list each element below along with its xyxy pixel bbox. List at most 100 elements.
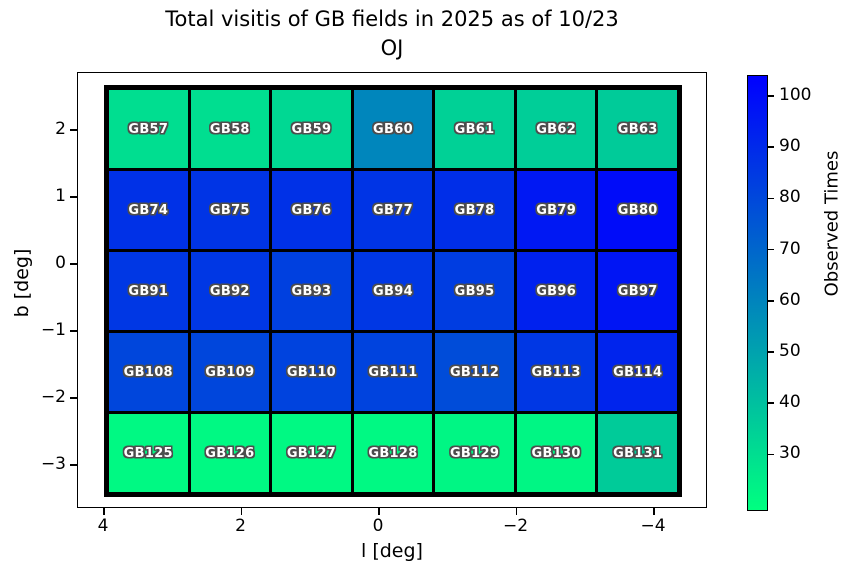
heatmap-cell-gb127: GB127: [272, 414, 351, 492]
heatmap-cell-gb97: GB97: [598, 252, 677, 330]
colorbar-tick-label: 90: [779, 136, 801, 157]
y-tick-mark: [70, 464, 77, 466]
heatmap-cell-label: GB108: [123, 364, 173, 380]
heatmap-cell-gb80: GB80: [598, 171, 677, 249]
colorbar-tick-mark: [768, 351, 774, 353]
x-tick-mark: [515, 508, 518, 515]
y-tick-label: −2: [40, 387, 66, 407]
colorbar-tick-mark: [768, 248, 774, 251]
heatmap-cell-label: GB92: [209, 283, 250, 299]
heatmap-cell-gb78: GB78: [435, 171, 514, 249]
heatmap-cell-gb92: GB92: [190, 252, 270, 330]
heatmap-cell-label: GB59: [291, 121, 332, 137]
colorbar-tick-label: 40: [779, 392, 801, 413]
heatmap-cell-label: GB114: [613, 364, 663, 380]
x-tick-label: 4: [97, 516, 109, 536]
x-tick-label: 2: [235, 516, 246, 536]
colorbar-tick-label: 100: [779, 85, 812, 105]
heatmap-cell-gb113: GB113: [516, 333, 596, 411]
y-tick-mark: [70, 196, 77, 198]
heatmap-cell-label: GB77: [373, 202, 413, 218]
colorbar-tick-mark: [768, 197, 774, 200]
heatmap-cell-gb77: GB77: [353, 171, 433, 249]
x-tick-label: −2: [502, 516, 529, 536]
heatmap-cell-label: GB79: [536, 202, 577, 218]
heatmap-cell-gb108: GB108: [109, 333, 188, 411]
heatmap-cell-gb59: GB59: [272, 90, 351, 168]
heatmap-cell-label: GB63: [617, 121, 658, 137]
y-tick-mark: [70, 129, 77, 131]
heatmap-cell-label: GB57: [128, 121, 169, 137]
heatmap-cell-label: GB125: [123, 445, 173, 461]
heatmap-cell-gb131: GB131: [598, 414, 677, 492]
heatmap-cell-gb63: GB63: [598, 90, 677, 168]
colorbar-tick-mark: [768, 146, 774, 148]
y-axis-label: b [deg]: [11, 248, 33, 318]
x-axis-label: l [deg]: [361, 540, 423, 562]
x-tick-label: 0: [372, 516, 384, 536]
heatmap-cell-label: GB94: [373, 283, 413, 299]
heatmap-cell-label: GB126: [205, 445, 255, 461]
heatmap-grid: GB57 GB58 GB59 GB60 GB61 GB62 GB63 GB74 GB75 GB76…: [104, 85, 682, 497]
x-tick-mark: [240, 508, 243, 515]
heatmap-cell-gb95: GB95: [435, 252, 514, 330]
heatmap-cell-gb57: GB57: [109, 90, 188, 168]
colorbar-tick-mark: [768, 453, 774, 456]
y-tick-mark: [70, 263, 77, 265]
heatmap-cell-gb60: GB60: [353, 90, 433, 168]
x-tick-mark: [103, 508, 105, 515]
heatmap-cell-label: GB74: [128, 202, 169, 218]
y-tick-label: 0: [55, 253, 66, 273]
heatmap-cell-gb109: GB109: [190, 333, 270, 411]
colorbar-tick-label: 50: [779, 341, 801, 361]
y-tick-label: −1: [40, 320, 66, 340]
heatmap-cell-label: GB128: [368, 445, 418, 461]
heatmap-cell-gb79: GB79: [516, 171, 596, 249]
colorbar-tick-label: 60: [779, 289, 801, 310]
colorbar-tick-label: 70: [779, 238, 801, 259]
heatmap-cell-label: GB76: [291, 202, 332, 218]
heatmap-cell-label: GB95: [454, 283, 495, 299]
y-tick-label: 2: [55, 119, 66, 139]
heatmap-cell-label: GB131: [613, 445, 663, 461]
heatmap-cell-gb93: GB93: [272, 252, 351, 330]
heatmap-cell-gb96: GB96: [516, 252, 596, 330]
chart-subtitle: OJ: [380, 36, 404, 60]
colorbar-tick-mark: [768, 95, 774, 97]
chart-title: Total visitis of GB fields in 2025 as of…: [165, 7, 619, 31]
heatmap-cell-gb62: GB62: [516, 90, 596, 168]
heatmap-cell-gb91: GB91: [109, 252, 188, 330]
y-tick-mark: [70, 330, 77, 332]
heatmap-cell-gb125: GB125: [109, 414, 188, 492]
heatmap-cell-label: GB129: [449, 445, 500, 461]
colorbar-tick-label: 30: [779, 443, 801, 464]
heatmap-cell-label: GB113: [531, 364, 581, 380]
heatmap-cell-gb75: GB75: [190, 171, 270, 249]
colorbar: [747, 75, 768, 511]
heatmap-cell-gb61: GB61: [435, 90, 514, 168]
heatmap-cell-label: GB91: [128, 283, 169, 299]
heatmap-cell-label: GB80: [617, 202, 658, 218]
heatmap-cell-label: GB97: [617, 283, 658, 299]
colorbar-label: Observed Times: [821, 150, 843, 297]
y-tick-label: −3: [40, 454, 66, 474]
x-tick-mark: [653, 508, 655, 515]
colorbar-tick-mark: [768, 300, 774, 302]
heatmap-cell-gb110: GB110: [272, 333, 351, 411]
heatmap-cell-gb114: GB114: [598, 333, 677, 411]
heatmap-cell-label: GB93: [291, 283, 332, 299]
heatmap-cell-gb112: GB112: [435, 333, 514, 411]
heatmap-cell-label: GB112: [449, 364, 500, 380]
heatmap-cell-label: GB58: [209, 121, 250, 137]
colorbar-tick-mark: [768, 402, 774, 404]
heatmap-cell-label: GB61: [454, 121, 495, 137]
heatmap-cell-label: GB96: [536, 283, 577, 299]
heatmap-cell-gb129: GB129: [435, 414, 514, 492]
heatmap-cell-gb128: GB128: [353, 414, 433, 492]
heatmap-cell-label: GB75: [209, 202, 250, 218]
heatmap-cell-label: GB78: [454, 202, 495, 218]
heatmap-cell-gb111: GB111: [353, 333, 433, 411]
heatmap-cell-label: GB127: [286, 445, 337, 461]
y-tick-label: 1: [55, 186, 66, 206]
